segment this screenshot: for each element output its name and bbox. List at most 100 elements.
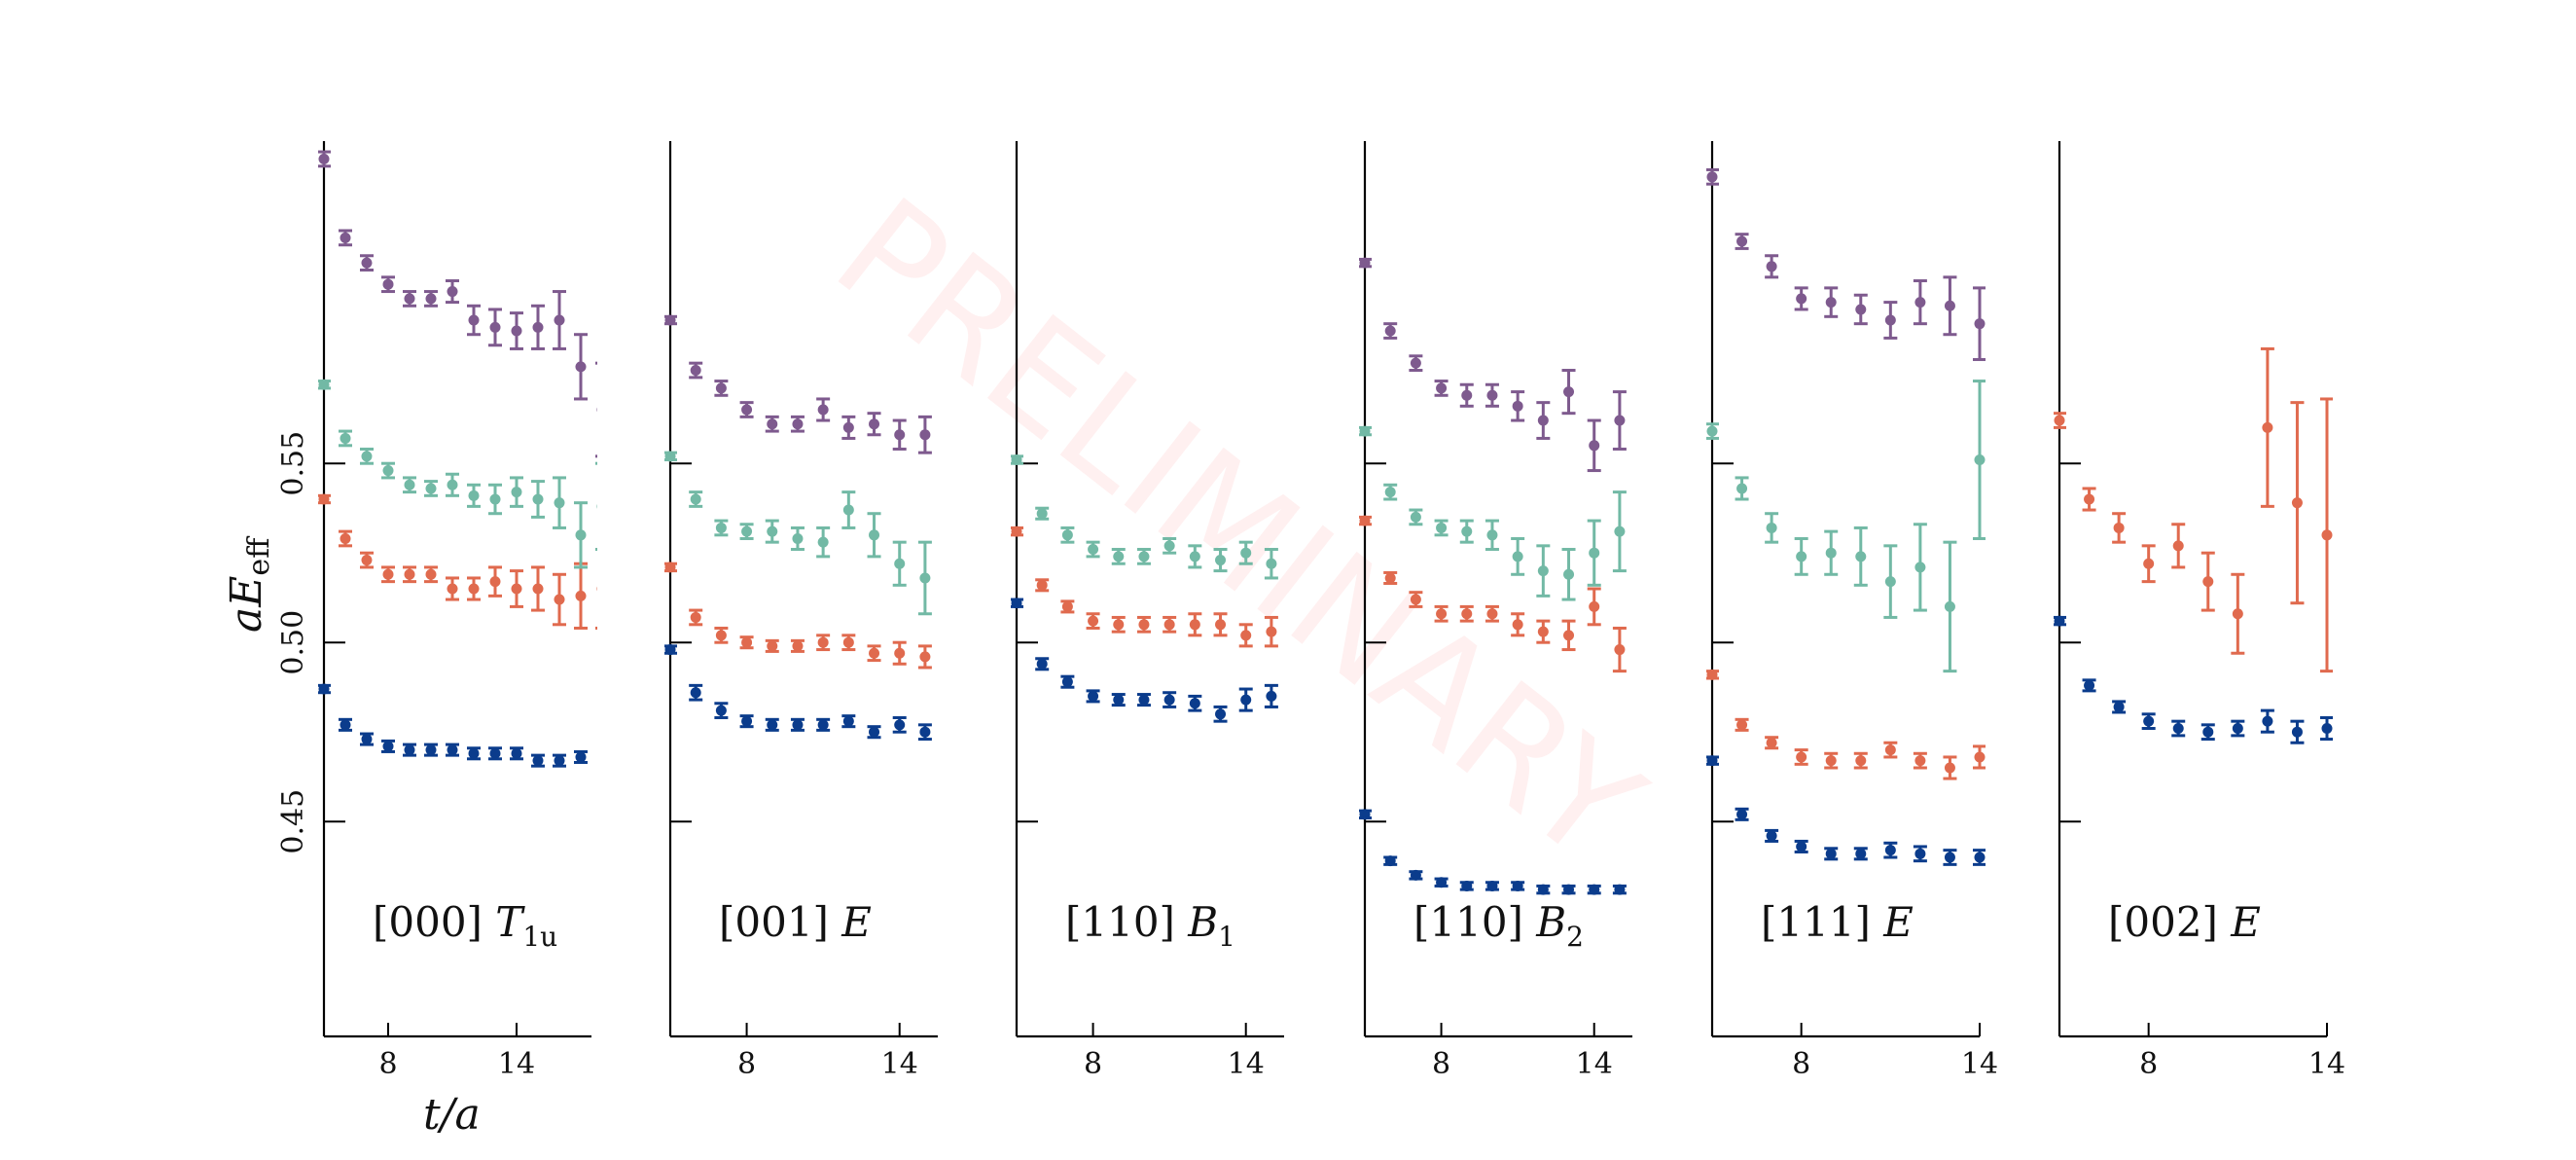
data-point xyxy=(1944,300,1955,311)
panel-label-irrep-subscript: 1u xyxy=(522,921,557,953)
series-2 xyxy=(1706,344,2015,673)
series-1 xyxy=(2054,346,2333,673)
data-point xyxy=(1589,600,1600,612)
data-point xyxy=(1914,297,1926,308)
data-point xyxy=(2232,723,2243,735)
data-point xyxy=(1189,551,1200,562)
panel-label-momentum: [111] xyxy=(1761,898,1883,946)
data-point xyxy=(425,568,437,580)
data-point xyxy=(1436,877,1448,888)
series-1 xyxy=(664,562,932,670)
data-point xyxy=(2004,845,2015,855)
data-point xyxy=(596,586,597,592)
data-point xyxy=(447,479,458,490)
data-point xyxy=(1855,551,1867,562)
data-point xyxy=(1292,719,1303,730)
panel-3: 8 14 [110] B1 xyxy=(1011,141,1303,1081)
data-point xyxy=(1884,845,1896,856)
data-point xyxy=(1796,841,1807,852)
x-tick-label: 8 xyxy=(1432,1047,1450,1081)
data-point xyxy=(1914,755,1926,767)
data-point xyxy=(554,594,565,605)
data-point xyxy=(2321,723,2333,735)
series-0 xyxy=(664,644,956,748)
data-point xyxy=(664,644,676,656)
data-point xyxy=(619,322,629,333)
data-point xyxy=(1563,568,1575,580)
panel-label-irrep: E xyxy=(1882,898,1914,946)
panel-label-irrep-subscript: 1 xyxy=(1218,921,1235,953)
data-point xyxy=(894,558,906,569)
panel-label-momentum: [110] xyxy=(1413,898,1536,946)
data-point xyxy=(1359,809,1371,820)
panel-label-irrep-subscript: 2 xyxy=(1566,921,1584,953)
data-point xyxy=(1189,619,1200,631)
data-point xyxy=(946,738,956,748)
data-point xyxy=(2004,344,2015,354)
data-point xyxy=(1665,898,1676,909)
data-point xyxy=(318,683,330,695)
data-point xyxy=(2232,608,2243,620)
data-point xyxy=(596,504,597,509)
data-point xyxy=(1974,454,1986,466)
data-point xyxy=(1884,744,1896,756)
panel-label-irrep: B xyxy=(1535,898,1566,946)
data-point xyxy=(664,314,676,326)
data-point xyxy=(1796,751,1807,763)
data-point xyxy=(1855,848,1867,859)
data-point xyxy=(817,719,829,731)
data-point xyxy=(554,755,565,767)
data-point xyxy=(1486,389,1498,401)
data-point xyxy=(1736,483,1748,494)
data-point xyxy=(468,583,480,595)
data-point xyxy=(1665,512,1676,523)
data-point xyxy=(1825,755,1837,767)
data-point xyxy=(361,451,373,462)
data-point xyxy=(1461,608,1473,620)
data-point xyxy=(1665,605,1676,616)
data-point xyxy=(1410,357,1421,369)
panels-group: 0.45 0.50 0.55 8 14 [000] T1u 8 14 [001] E 8 14 [11… xyxy=(276,141,2345,1081)
data-point xyxy=(318,379,330,390)
data-point xyxy=(1944,852,1955,863)
data-point xyxy=(1486,880,1498,891)
data-point xyxy=(532,493,544,505)
data-point xyxy=(1359,257,1371,269)
data-point xyxy=(1706,755,1718,767)
series-0 xyxy=(1706,755,2015,866)
panel-label-momentum: [110] xyxy=(1065,898,1188,946)
x-tick-label: 14 xyxy=(2308,1047,2345,1081)
data-point xyxy=(1736,236,1748,247)
data-point xyxy=(792,418,804,430)
data-point xyxy=(489,747,501,759)
data-point xyxy=(1036,579,1048,591)
data-point xyxy=(2004,344,2015,354)
data-point xyxy=(817,636,829,648)
y-tick-label: 0.45 xyxy=(276,789,310,854)
data-point xyxy=(1589,547,1600,559)
series-0 xyxy=(318,683,588,768)
data-point xyxy=(869,647,880,659)
watermark-text: PRELIMINARY xyxy=(805,166,1670,894)
data-point xyxy=(1563,386,1575,398)
data-point xyxy=(575,361,587,373)
data-point xyxy=(767,418,778,430)
data-point xyxy=(575,529,587,541)
panel-5: 8 14 [111] E xyxy=(1706,141,2015,1081)
panel-label: [110] B2 xyxy=(1413,898,1584,953)
data-point xyxy=(468,489,480,501)
data-point xyxy=(1855,304,1867,315)
data-point xyxy=(946,648,956,659)
data-point xyxy=(2084,493,2095,505)
panel-1: 0.45 0.50 0.55 8 14 [000] T1u xyxy=(276,141,629,1081)
data-point xyxy=(1384,487,1396,498)
data-point xyxy=(817,404,829,416)
data-point xyxy=(382,465,394,477)
data-point xyxy=(1974,318,1986,330)
data-point xyxy=(2172,723,2184,735)
data-point xyxy=(1706,171,1718,183)
data-point xyxy=(869,726,880,738)
data-point xyxy=(1215,555,1227,566)
data-point xyxy=(842,504,854,516)
data-point xyxy=(1163,619,1175,631)
